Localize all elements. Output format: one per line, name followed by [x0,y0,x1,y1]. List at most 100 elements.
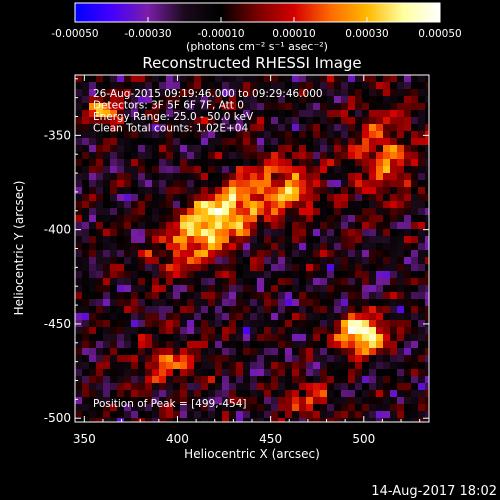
heatmap-cell [320,341,328,349]
heatmap-cell [390,348,398,356]
heatmap-cell [411,131,419,139]
heatmap-cell [75,313,83,321]
heatmap-cell [292,390,300,398]
heatmap-cell [215,355,223,363]
heatmap-cell [194,313,202,321]
heatmap-cell [215,313,223,321]
heatmap-cell [194,285,202,293]
heatmap-cell [320,397,328,405]
heatmap-cell [201,75,209,83]
heatmap-cell [355,292,363,300]
annotation-line: Detectors: 3F 5F 6F 7F, Att 0 [93,100,244,112]
heatmap-cell [390,418,398,422]
heatmap-cell [187,215,195,223]
heatmap-cell [376,257,384,265]
heatmap-cell [257,299,265,307]
heatmap-cell [208,271,216,279]
heatmap-cell [425,201,429,209]
heatmap-cell [313,131,321,139]
heatmap-cell [215,159,223,167]
heatmap-cell [215,362,223,370]
heatmap-cell [187,404,195,412]
heatmap-cell [355,159,363,167]
heatmap-cell [75,166,83,174]
heatmap-cell [404,411,412,419]
heatmap-cell [124,110,132,118]
heatmap-cell [355,110,363,118]
heatmap-cell [187,348,195,356]
heatmap-cell [117,75,125,83]
heatmap-cell [299,215,307,223]
heatmap-cell [355,299,363,307]
heatmap-cell [250,411,258,419]
heatmap-cell [152,271,160,279]
heatmap-cell [124,236,132,244]
heatmap-cell [103,180,111,188]
heatmap-cell [215,306,223,314]
heatmap-cell [166,152,174,160]
heatmap-cell [82,411,90,419]
heatmap-cell [159,159,167,167]
heatmap-cell [194,180,202,188]
heatmap-cell [152,278,160,286]
heatmap-cell [397,271,405,279]
heatmap-cell [404,362,412,370]
heatmap-cell [152,180,160,188]
heatmap-cell [313,299,321,307]
heatmap-cell [397,82,405,90]
heatmap-cell [292,306,300,314]
heatmap-cell [201,257,209,265]
heatmap-cell [362,229,370,237]
heatmap-cell [425,103,429,111]
heatmap-cell [369,215,377,223]
heatmap-cell [299,229,307,237]
heatmap-cell [75,411,83,419]
heatmap-cell [187,285,195,293]
heatmap-cell [236,383,244,391]
heatmap-cell [201,173,209,181]
heatmap-cell [334,257,342,265]
heatmap-cell [236,257,244,265]
heatmap-cell [173,278,181,286]
heatmap-cell [376,208,384,216]
colorbar [74,2,441,23]
heatmap-cell [313,194,321,202]
heatmap-cell [82,264,90,272]
heatmap-cell [152,390,160,398]
heatmap-cell [341,341,349,349]
heatmap-cell [369,369,377,377]
heatmap-cell [271,299,279,307]
heatmap-cell [187,341,195,349]
heatmap-cell [362,243,370,251]
heatmap-cell [173,152,181,160]
heatmap-cell [348,404,356,412]
heatmap-cell [131,292,139,300]
heatmap-cell [145,278,153,286]
heatmap-cell [243,278,251,286]
heatmap-cell [250,257,258,265]
heatmap-cell [110,222,118,230]
heatmap-cell [313,180,321,188]
heatmap-cell [173,376,181,384]
heatmap-cell [208,362,216,370]
heatmap-cell [278,334,286,342]
heatmap-cell [82,187,90,195]
heatmap-cell [313,173,321,181]
heatmap-cell [257,180,265,188]
heatmap-cell [138,334,146,342]
heatmap-cell [194,96,202,104]
heatmap-cell [89,264,97,272]
heatmap-cell [201,222,209,230]
heatmap-cell [159,236,167,244]
heatmap-cell [152,82,160,90]
heatmap-cell [89,75,97,83]
heatmap-cell [278,82,286,90]
heatmap-cell [250,369,258,377]
heatmap-cell [348,341,356,349]
heatmap-cell [152,285,160,293]
heatmap-cell [138,236,146,244]
heatmap-cell [145,229,153,237]
heatmap-cell [145,292,153,300]
heatmap-cell [208,243,216,251]
heatmap-cell [180,411,188,419]
